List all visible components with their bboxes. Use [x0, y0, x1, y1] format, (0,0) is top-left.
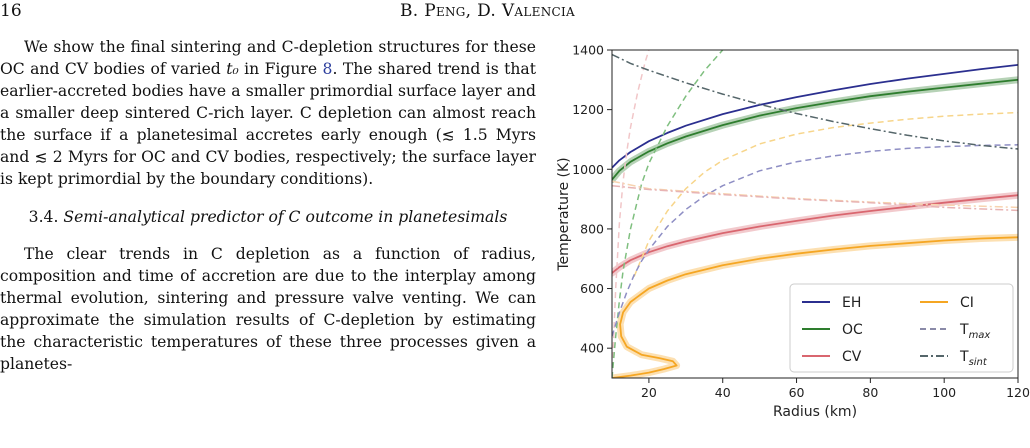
series-eh-dashed-line	[612, 50, 650, 378]
series-ci-dashdot-line	[612, 180, 1018, 209]
series-cv-dashdot-line	[612, 184, 1018, 212]
legend-subscript-sint: sint	[969, 357, 988, 368]
paragraph-1-part-1: We show the final sintering and C-deplet…	[0, 38, 536, 78]
x-tick-label-20: 20	[641, 385, 657, 400]
section-number: 3.4.	[28, 208, 59, 226]
legend-box	[789, 283, 1014, 373]
series-cv-solid-line	[612, 194, 1018, 274]
body-column: We show the final sintering and C-deplet…	[0, 36, 536, 375]
t0-symbol: t₀	[226, 60, 239, 78]
y-tick-label-1400: 1400	[572, 43, 604, 58]
page-number: 16	[0, 1, 22, 21]
legend-label-ci: CI	[960, 295, 974, 311]
y-tick-label-800: 800	[580, 221, 604, 236]
paragraph-2: The clear trends in C depletion as a fun…	[0, 245, 536, 373]
x-tick-label-80: 80	[862, 385, 878, 400]
temperature-radius-chart: 20 40 60 80 100 120 400 600 800 1000 1200 1400 Radiu…	[556, 43, 1030, 421]
series-cv-solid-band	[612, 191, 1018, 277]
x-tick-label-120: 120	[1006, 385, 1030, 400]
y-tick-label-400: 400	[580, 341, 604, 356]
x-tick-label-40: 40	[715, 385, 731, 400]
paragraph-1: We show the final sintering and C-deplet…	[0, 36, 536, 190]
legend-subscript-max: max	[969, 330, 991, 341]
paragraph-1-part-3: . The shared trend is that earlier-accre…	[0, 60, 536, 188]
legend-label-cv: CV	[842, 349, 862, 365]
series-oc-solid-line	[612, 78, 1018, 181]
series-oc-solid-band	[612, 76, 1018, 184]
paragraph-1-part-2: in Figure	[238, 60, 323, 78]
series-ci-dashed-line	[633, 111, 1018, 277]
section-heading: 3.4. Semi-analytical predictor of C outc…	[0, 207, 536, 228]
series-ci-solid-line	[612, 236, 1018, 378]
legend-label-eh: EH	[842, 295, 861, 311]
x-axis-label: Radius (km)	[773, 404, 857, 420]
temperature-radius-figure: 20 40 60 80 100 120 400 600 800 1000 1200 1400 Radiu…	[552, 38, 1030, 448]
x-tick-label-60: 60	[789, 385, 805, 400]
x-tick-label-100: 100	[932, 385, 956, 400]
series-oc-dashed-line	[612, 50, 724, 378]
y-tick-label-1000: 1000	[572, 162, 604, 177]
legend-label-oc: OC	[842, 322, 863, 338]
figure-8-link[interactable]: 8	[322, 60, 333, 78]
series-layer	[612, 50, 1018, 378]
y-tick-label-600: 600	[580, 281, 604, 296]
plot-frame	[611, 49, 1019, 379]
y-tick-label-1200: 1200	[572, 102, 604, 117]
running-title: B. Peng, D. Valencia	[400, 1, 575, 21]
series-eh-dashdot-line	[612, 53, 1018, 150]
y-axis-label: Temperature (K)	[556, 157, 572, 271]
series-cv-dashed-line	[612, 144, 1018, 337]
axes-layer: 20 40 60 80 100 120 400 600 800 1000 1200 1400 Radiu…	[556, 43, 1030, 421]
section-title: Semi-analytical predictor of C outcome i…	[63, 208, 508, 226]
